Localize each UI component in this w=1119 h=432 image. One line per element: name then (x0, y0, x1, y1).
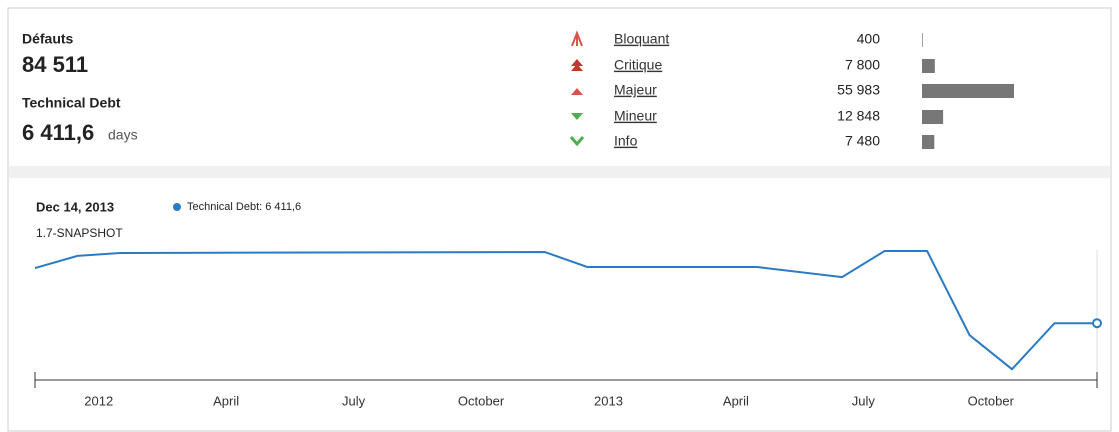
severity-name[interactable]: Mineur (614, 108, 657, 124)
frame (7, 7, 1112, 432)
severity-count: 400 (857, 31, 881, 47)
x-tick-label: October (968, 393, 1015, 408)
legend-text: Technical Debt: 6 411,6 (187, 201, 301, 213)
chart-version: 1.7-SNAPSHOT (36, 226, 123, 240)
x-tick-label: April (723, 393, 749, 408)
debt-label: Technical Debt (22, 95, 121, 111)
debt-value: 6 411,6 (22, 120, 94, 145)
severity-count: 7 800 (845, 57, 880, 73)
icon-minor (571, 113, 583, 120)
severity-name[interactable]: Majeur (614, 82, 657, 98)
icon-major (571, 88, 583, 95)
severity-bar (922, 135, 935, 149)
chart-date: Dec 14, 2013 (36, 199, 114, 214)
icon-blocker (571, 30, 583, 47)
severity-bar (922, 59, 935, 73)
defects-value: 84 511 (22, 52, 88, 77)
x-tick-label: 2012 (84, 393, 113, 408)
severity-count: 55 983 (837, 82, 880, 98)
last-point (1092, 318, 1102, 329)
severity-bar (922, 84, 1014, 98)
x-tick-label: October (458, 393, 505, 408)
severity-name[interactable]: Bloquant (614, 31, 669, 47)
severity-bar (922, 110, 944, 124)
defects-label: Défauts (22, 31, 74, 47)
x-tick-label: July (342, 393, 366, 408)
severity-count: 12 848 (837, 108, 880, 124)
severity-name[interactable]: Critique (614, 57, 662, 73)
icon-critical (571, 59, 583, 71)
severity-count: 7 480 (845, 133, 880, 149)
separator (9, 166, 1110, 178)
legend-dot (173, 203, 181, 211)
icon-info (569, 136, 585, 147)
severity-bar (922, 33, 923, 47)
x-tick-label: April (213, 393, 239, 408)
x-tick-label: July (852, 393, 876, 408)
severity-name[interactable]: Info (614, 133, 638, 149)
x-tick-label: 2013 (594, 393, 623, 408)
line (34, 250, 1097, 371)
debt-unit: days (108, 127, 138, 143)
